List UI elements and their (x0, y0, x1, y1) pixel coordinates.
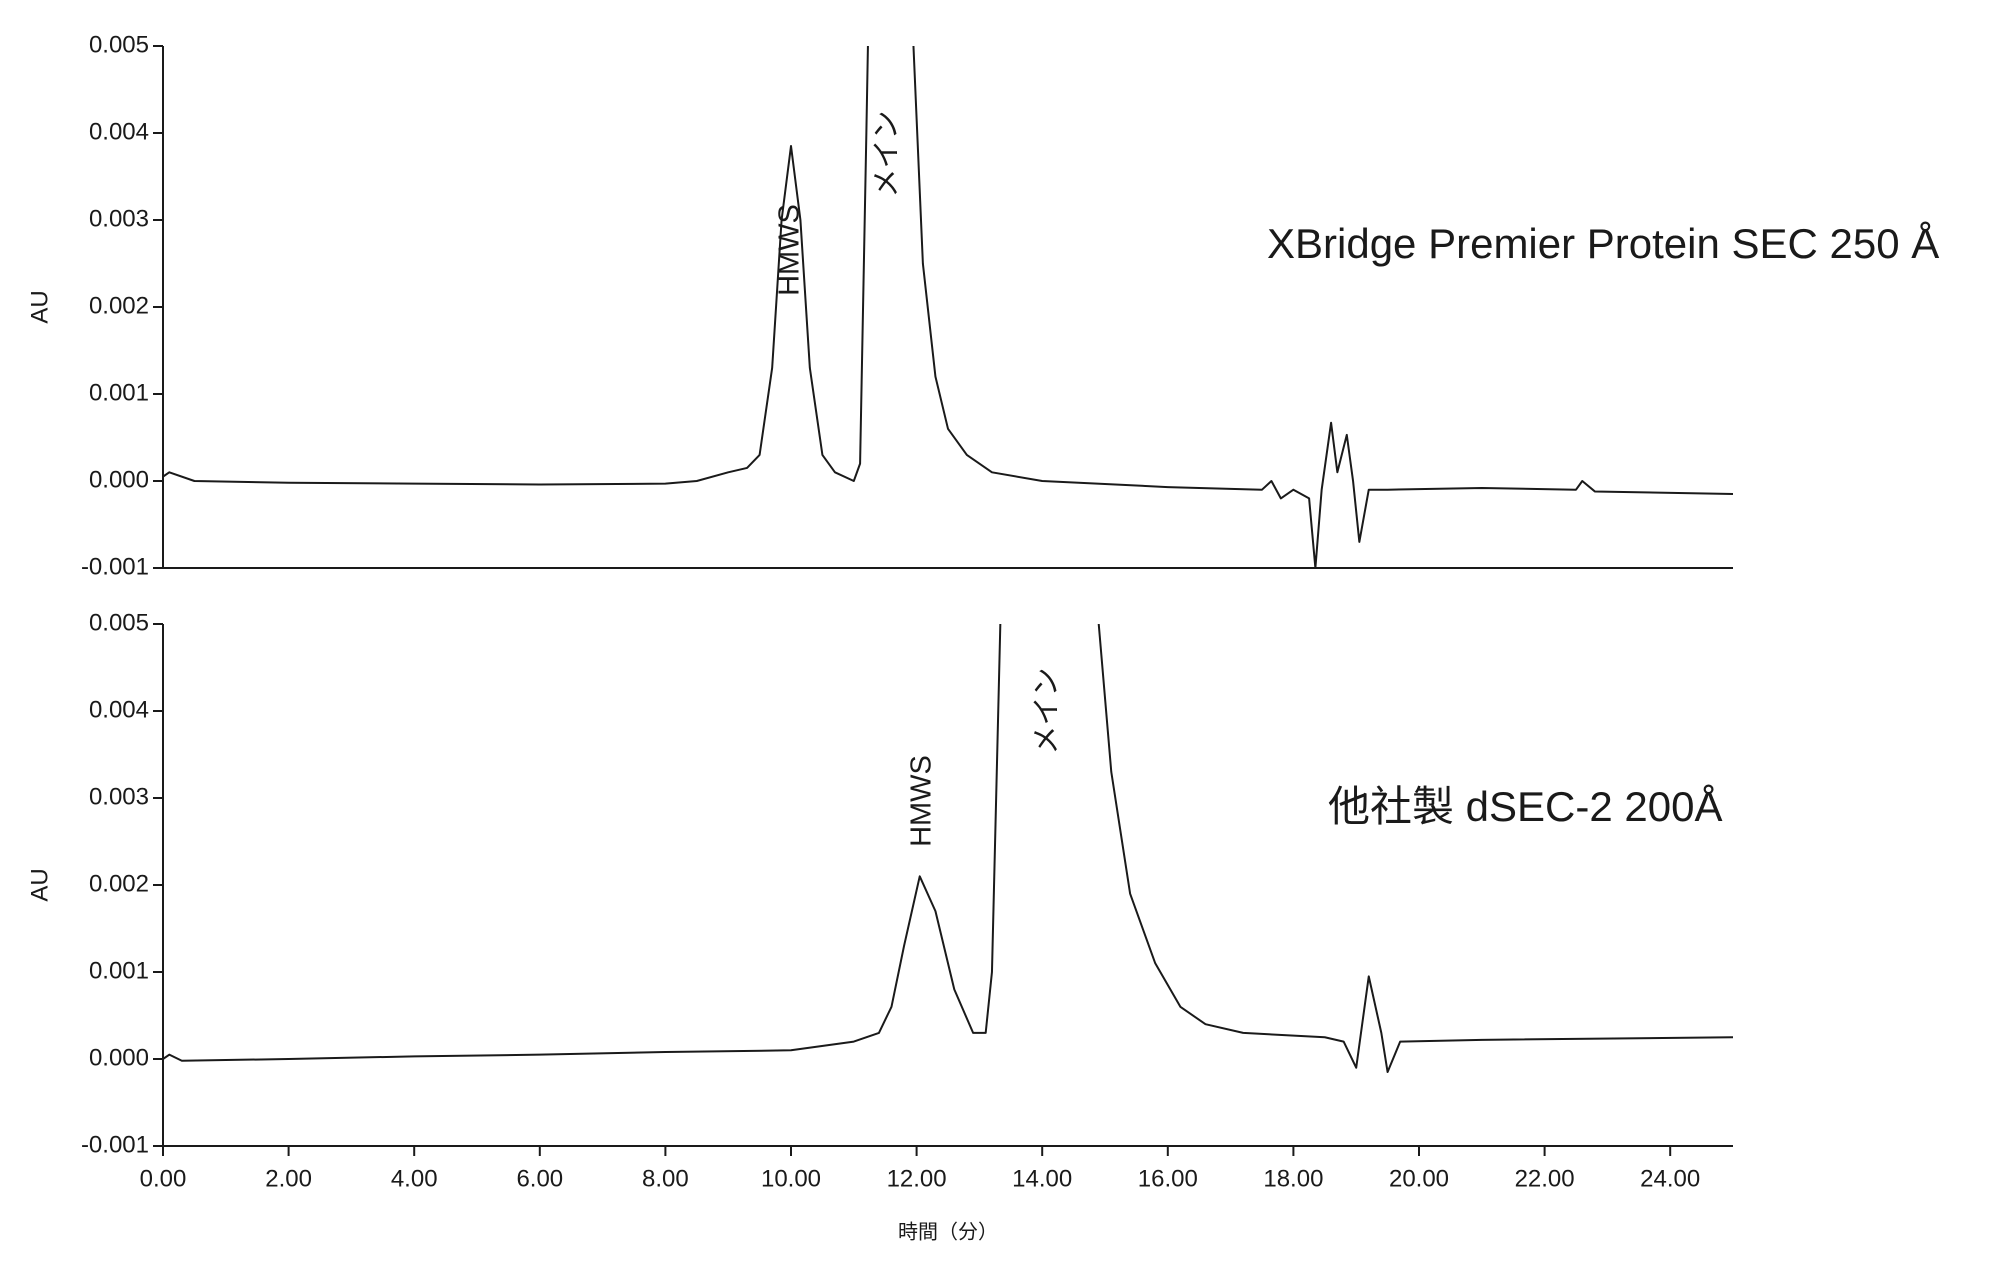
y-tick-label: -0.001 (81, 553, 149, 580)
x-tick-label: 6.00 (516, 1165, 563, 1192)
y-tick-label: 0.000 (89, 466, 149, 493)
peak-label: メイン (871, 110, 903, 197)
y-tick-label: 0.000 (89, 1044, 149, 1071)
x-tick-label: 2.00 (265, 1165, 312, 1192)
trace (163, 624, 1733, 1074)
y-tick-label: 0.003 (89, 783, 149, 810)
x-axis-label: 時間（分） (898, 1220, 998, 1243)
trace (163, 46, 1733, 568)
peak-label: メイン (1031, 667, 1063, 754)
y-tick-label: 0.005 (89, 31, 149, 58)
chart-title: XBridge Premier Protein SEC 250 Å (1267, 220, 1939, 267)
x-tick-label: 18.00 (1263, 1165, 1323, 1192)
chart-title: 他社製 dSEC-2 200Å (1328, 783, 1723, 830)
x-tick-label: 16.00 (1138, 1165, 1198, 1192)
y-tick-label: 0.002 (89, 870, 149, 897)
x-tick-label: 20.00 (1389, 1165, 1449, 1192)
y-tick-label: 0.001 (89, 379, 149, 406)
peak-label: HMWS (906, 755, 938, 847)
y-tick-label: 0.001 (89, 957, 149, 984)
x-tick-label: 24.00 (1640, 1165, 1700, 1192)
x-tick-label: 10.00 (761, 1165, 821, 1192)
plot-area (163, 46, 1733, 568)
x-tick-label: 22.00 (1515, 1165, 1575, 1192)
y-tick-label: 0.005 (89, 609, 149, 636)
x-tick-label: 8.00 (642, 1165, 689, 1192)
x-tick-label: 4.00 (391, 1165, 438, 1192)
y-tick-label: 0.004 (89, 696, 149, 723)
y-axis-label: AU (26, 868, 53, 901)
x-tick-label: 0.00 (140, 1165, 187, 1192)
y-tick-label: 0.002 (89, 292, 149, 319)
x-tick-label: 14.00 (1012, 1165, 1072, 1192)
x-tick-label: 12.00 (887, 1165, 947, 1192)
plot-area (163, 624, 1733, 1074)
y-axis-label: AU (26, 290, 53, 323)
y-tick-label: 0.003 (89, 205, 149, 232)
y-tick-label: 0.004 (89, 118, 149, 145)
y-tick-label: -0.001 (81, 1131, 149, 1158)
